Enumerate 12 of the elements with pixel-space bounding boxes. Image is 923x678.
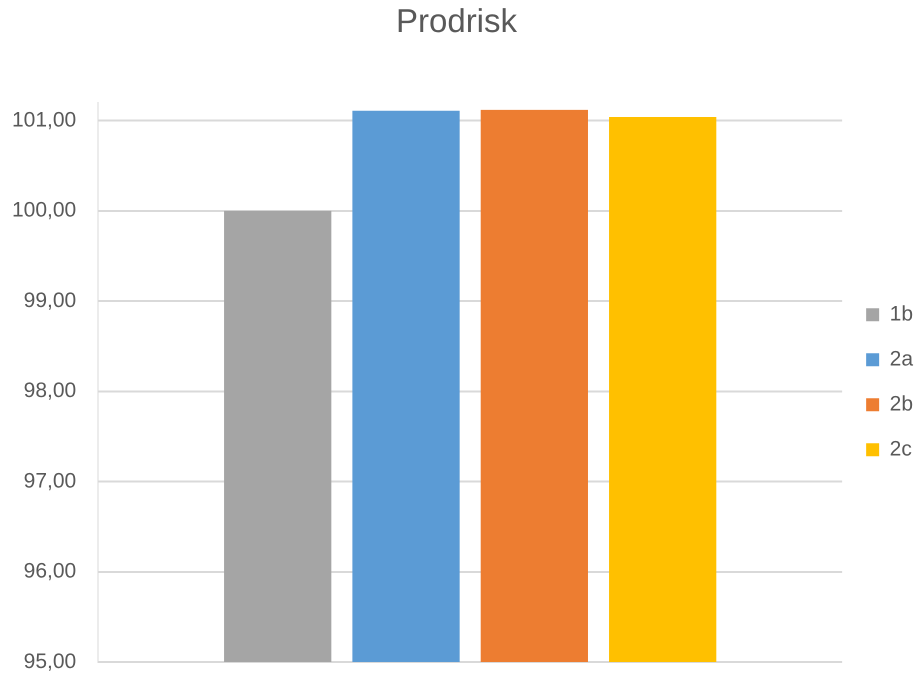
legend-label: 2b <box>890 392 913 416</box>
y-tick-label: 98,00 <box>24 379 76 402</box>
chart-title: Prodrisk <box>396 2 518 39</box>
legend-label: 2c <box>890 438 912 461</box>
y-tick-label: 97,00 <box>24 469 76 492</box>
y-tick-label: 96,00 <box>24 560 76 583</box>
legend-label: 1b <box>890 302 913 326</box>
y-tick-label: 100,00 <box>12 198 76 222</box>
y-tick-label: 95,00 <box>24 650 76 673</box>
y-tick-label: 99,00 <box>24 288 76 312</box>
legend-label: 2a <box>890 348 914 371</box>
y-tick-label: 101,00 <box>12 108 76 132</box>
